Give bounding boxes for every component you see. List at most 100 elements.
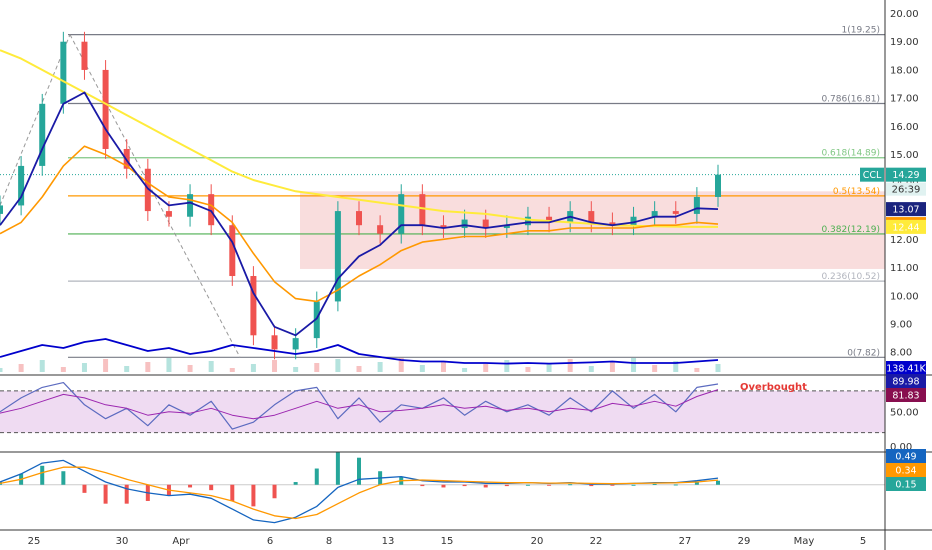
volume-bar <box>272 360 278 372</box>
macd-histogram-bar <box>694 482 699 485</box>
candle-body <box>693 196 700 214</box>
candle-body <box>356 211 362 226</box>
volume-bar <box>694 368 700 372</box>
macd-histogram-bar <box>124 484 129 504</box>
macd-histogram-bar <box>82 484 87 493</box>
macd-histogram-bar <box>61 471 66 485</box>
x-tick-label: 25 <box>28 536 41 547</box>
macd-histogram-bar <box>335 452 340 485</box>
macd-histogram-bar <box>589 484 594 487</box>
candle-body <box>0 205 3 214</box>
volume-ma-line <box>0 338 719 365</box>
volume-bar <box>715 364 721 372</box>
y-tick-label: 16.00 <box>890 122 919 133</box>
volume-badge: 138.41K <box>886 364 926 375</box>
macd-badge-bg <box>886 477 926 491</box>
rsi-badge-bg <box>886 374 926 388</box>
candle-body <box>672 211 679 214</box>
candle-body <box>651 211 658 217</box>
x-tick-label: 27 <box>679 536 692 547</box>
candle-body <box>398 194 405 234</box>
rsi-badge-bg <box>886 388 926 402</box>
x-tick-label: 6 <box>267 536 273 547</box>
countdown-label: 26:39 <box>892 185 921 196</box>
macd-badge-bg <box>886 449 926 463</box>
macd-histogram-bar <box>293 482 298 485</box>
volume-bar <box>377 362 383 372</box>
volume-bar <box>356 366 362 372</box>
macd-panel <box>0 452 885 524</box>
y-tick-label: 9.00 <box>890 320 912 331</box>
volume-bar <box>229 368 235 372</box>
volume-bar <box>652 365 658 372</box>
rsi-band <box>0 390 885 433</box>
y-tick-label: 20.00 <box>890 9 919 20</box>
candle-body <box>377 225 384 234</box>
y-tick-label: 12.00 <box>890 235 919 246</box>
candle-body <box>313 301 320 339</box>
macd-histogram-bar <box>230 484 235 501</box>
macd-badge: 0.15 <box>895 480 916 491</box>
macd-histogram-bar <box>547 484 552 486</box>
candle-body <box>609 222 616 226</box>
macd-histogram-bar <box>188 484 193 488</box>
macd-histogram-bar <box>251 484 256 507</box>
volume-badge-bg <box>886 361 926 375</box>
volume-bar <box>145 362 151 372</box>
macd-histogram-bar <box>504 484 509 487</box>
symbol-badge-bg <box>860 167 884 182</box>
volume-bar <box>208 361 214 372</box>
price-badge-bg <box>886 219 926 234</box>
x-tick-label: 29 <box>738 536 751 547</box>
candle-body <box>250 276 257 336</box>
macd-histogram-bar <box>40 465 45 485</box>
rsi-line <box>0 382 719 430</box>
rsi-panel: Overbought <box>0 382 885 434</box>
symbol-badge: CCL <box>863 170 882 181</box>
macd-histogram-bar <box>568 484 573 486</box>
x-tick-label: 5 <box>860 536 866 547</box>
y-tick-label: 17.00 <box>890 94 919 105</box>
candle-body <box>419 194 426 226</box>
price-badge: 13.07 <box>892 205 919 216</box>
x-tick-label: 13 <box>382 536 395 547</box>
fib-level-label: 0.236(10.52) <box>821 272 880 282</box>
price-panel: 0(7.82) 0.236(10.52) 0.382(12.19) 0.5(13.54… <box>0 26 885 372</box>
fib-level-label: 0.618(14.89) <box>821 149 880 159</box>
candle-body <box>187 194 194 217</box>
volume-bar <box>440 361 446 372</box>
macd-signal-line <box>0 466 719 520</box>
macd-histogram-bar <box>462 484 467 487</box>
candle-body <box>39 103 46 166</box>
candle-body <box>715 174 721 197</box>
candle-body <box>588 211 595 223</box>
volume-bar <box>609 362 615 372</box>
volume-bar <box>567 359 573 372</box>
macd-histogram-bar <box>314 468 319 485</box>
macd-histogram-bar <box>525 484 530 486</box>
fib-level-label: 0.786(16.81) <box>821 95 880 105</box>
volume-bar <box>546 363 552 372</box>
candle-body <box>144 168 151 212</box>
volume-bar <box>314 363 320 372</box>
candle-body <box>102 69 109 149</box>
volume-bar <box>483 364 489 372</box>
y-tick-label: 8.00 <box>890 348 912 359</box>
volume-bar <box>81 363 87 372</box>
x-tick-label: 8 <box>326 536 332 547</box>
rsi-tick-label: 0.00 <box>890 442 912 453</box>
candle-body <box>334 211 341 302</box>
y-tick-label: 19.00 <box>890 37 919 48</box>
volume-bar <box>293 367 299 372</box>
volume-bar <box>166 358 172 372</box>
volume-bar <box>18 364 24 372</box>
rsi-signal-line <box>0 389 719 420</box>
candle-body <box>229 225 236 277</box>
candle-body <box>503 225 510 229</box>
candle-body <box>482 219 489 229</box>
candle-body <box>81 41 88 70</box>
macd-histogram-bar <box>610 484 615 486</box>
candle-body <box>630 216 637 226</box>
